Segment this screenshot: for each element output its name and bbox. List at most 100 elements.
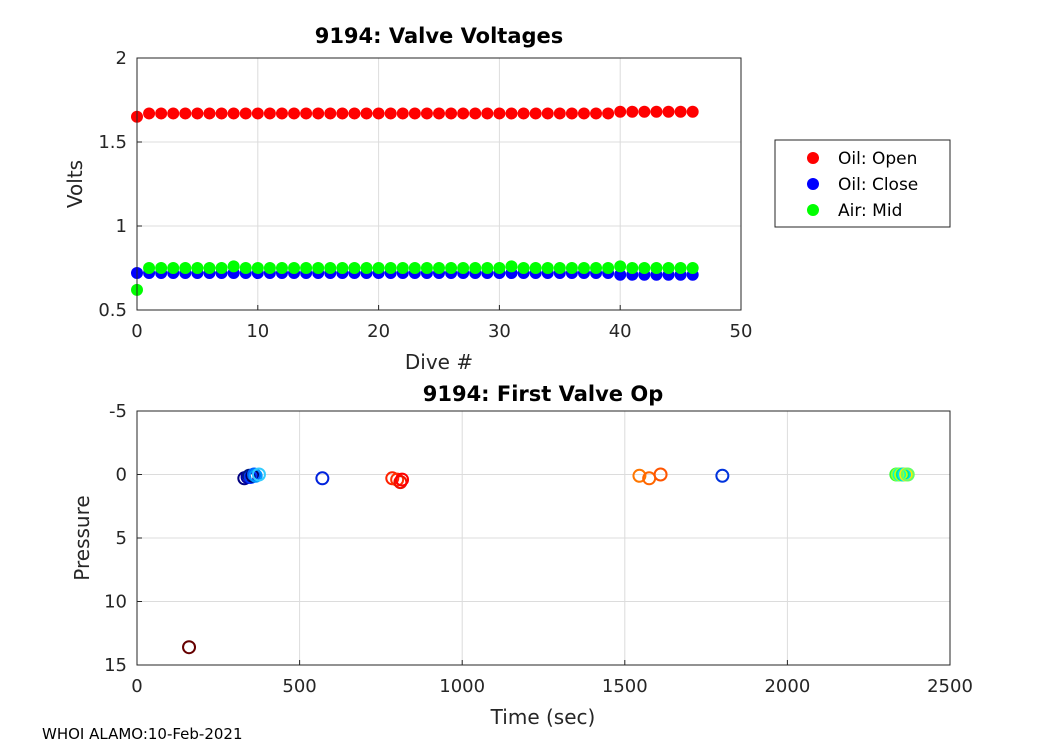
valve-voltages-title: 9194: Valve Voltages: [315, 24, 564, 48]
point-oil-open: [275, 107, 288, 120]
legend-label-air-mid: Air: Mid: [838, 201, 902, 221]
point-oil-open: [493, 107, 506, 120]
valve-voltages-xlabel: Dive #: [405, 350, 473, 374]
point-oil-open: [348, 107, 361, 120]
point-air-mid: [602, 262, 615, 274]
point-air-mid: [420, 262, 433, 274]
point-oil-open: [590, 107, 603, 120]
first-valve-op-grid: [137, 411, 950, 665]
point-air-mid: [614, 260, 627, 273]
point-oil-open: [288, 107, 301, 120]
point-oil-open: [626, 105, 639, 118]
point-oil-open: [167, 107, 180, 120]
first-valve-op-xtick-label: 1500: [602, 676, 648, 697]
valve-op-point: [653, 467, 668, 482]
point-air-mid: [167, 262, 180, 274]
point-air-mid: [348, 262, 361, 274]
valve-op-point: [715, 468, 730, 483]
point-air-mid: [143, 262, 156, 274]
point-oil-open: [420, 107, 433, 120]
point-oil-open: [324, 107, 337, 120]
legend: Oil: Open Oil: Close Air: Mid: [774, 139, 951, 228]
valve-op-point: [390, 472, 405, 487]
legend-marker-air-mid: [807, 204, 819, 216]
legend-box: [774, 139, 951, 228]
point-oil-open: [300, 107, 313, 120]
point-air-mid: [529, 262, 542, 274]
point-oil-open: [143, 107, 156, 120]
point-air-mid: [408, 262, 421, 274]
point-air-mid: [155, 262, 168, 274]
point-oil-open: [336, 107, 349, 120]
point-air-mid: [505, 260, 518, 273]
point-air-mid: [541, 262, 554, 274]
point-air-mid: [517, 262, 530, 274]
point-oil-open: [565, 107, 578, 120]
point-oil-open: [529, 107, 542, 120]
point-oil-open: [263, 107, 276, 120]
point-air-mid: [590, 262, 603, 274]
valve-op-point: [251, 467, 266, 482]
point-oil-open: [674, 105, 687, 118]
first-valve-op-xlabel: Time (sec): [490, 705, 596, 729]
point-air-mid: [215, 262, 228, 274]
first-valve-op-xtick-label: 0: [131, 676, 142, 697]
point-air-mid: [372, 262, 385, 274]
point-oil-open: [179, 107, 192, 120]
point-air-mid: [626, 262, 639, 274]
point-oil-open: [408, 107, 421, 120]
point-oil-open: [203, 107, 216, 120]
valve-op-point: [247, 467, 262, 482]
point-air-mid: [396, 262, 409, 274]
point-oil-open: [457, 107, 470, 120]
point-oil-open: [155, 107, 168, 120]
first-valve-op-ticks: 0 500 1000 1500 2000 2500 -5 0 5 10 15: [104, 401, 973, 697]
point-air-mid: [469, 262, 482, 274]
point-air-mid: [239, 262, 252, 274]
first-valve-op-ylabel: Pressure: [70, 495, 94, 580]
point-air-mid: [650, 262, 663, 274]
point-oil-open: [686, 105, 699, 118]
point-oil-open: [481, 107, 494, 120]
point-oil-open: [239, 107, 252, 120]
point-air-mid: [203, 262, 216, 274]
point-air-mid: [191, 262, 204, 274]
point-air-mid: [360, 262, 373, 274]
first-valve-op-ytick-label: 15: [104, 655, 127, 676]
valve-op-point: [182, 640, 197, 655]
point-air-mid: [686, 262, 699, 274]
valve-voltages-frame: [136, 57, 742, 311]
first-valve-op-ytick-label: 10: [104, 592, 127, 613]
first-valve-op-title: 9194: First Valve Op: [423, 382, 664, 406]
point-air-mid: [577, 262, 590, 274]
point-oil-open: [602, 107, 615, 120]
point-oil-open: [312, 107, 325, 120]
point-oil-open: [469, 107, 482, 120]
point-oil-open: [191, 107, 204, 120]
point-air-mid: [251, 262, 264, 274]
valve-voltages-ytick-label: 2: [116, 48, 127, 69]
point-oil-open: [360, 107, 373, 120]
first-valve-op-marks: [182, 467, 915, 655]
valve-op-point: [632, 468, 647, 483]
legend-label-oil-close: Oil: Close: [838, 175, 918, 195]
valve-op-point: [900, 467, 915, 482]
point-oil-open: [445, 107, 458, 120]
point-air-mid: [288, 262, 301, 274]
first-valve-op-ytick-label: 0: [116, 465, 127, 486]
valve-voltages-xtick-label: 30: [488, 321, 511, 342]
valve-op-point: [395, 472, 410, 487]
point-oil-open: [372, 107, 385, 120]
point-air-mid: [638, 262, 651, 274]
point-oil-open: [505, 107, 518, 120]
point-oil-open: [662, 105, 675, 118]
point-oil-open: [433, 107, 445, 120]
valve-voltages-xtick-label: 40: [609, 321, 632, 342]
point-air-mid: [179, 262, 192, 274]
first-valve-op-axes: 0 500 1000 1500 2000 2500 -5 0 5 10 15 9194: First…: [70, 382, 973, 729]
valve-op-point: [315, 471, 330, 486]
first-valve-op-xtick-label: 1000: [439, 676, 485, 697]
point-oil-open: [577, 107, 590, 120]
first-valve-op-ytick-label: 5: [116, 528, 127, 549]
